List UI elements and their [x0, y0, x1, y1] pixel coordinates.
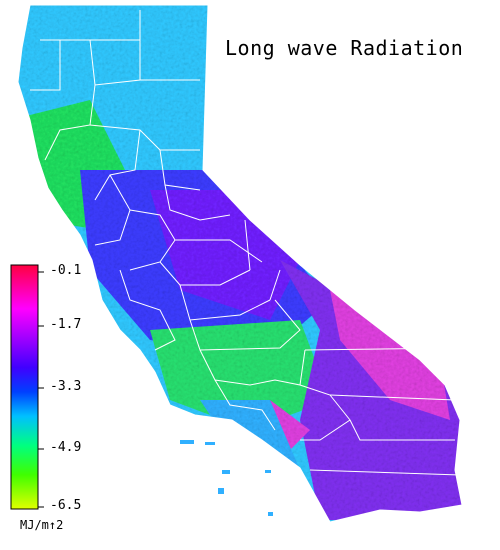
legend-tick-label: -0.1 — [50, 263, 82, 278]
legend-tick-label: -6.5 — [50, 498, 82, 513]
legend-tick-label: -3.3 — [50, 379, 82, 394]
legend-ticks — [38, 271, 44, 508]
legend-unit-label: MJ/m↑2 — [20, 518, 64, 532]
county-boundaries — [17, 4, 463, 523]
legend-tick-label: -1.7 — [50, 317, 82, 332]
legend-color-bar — [10, 264, 39, 510]
legend-tick-label: -4.9 — [50, 440, 82, 455]
map-title: Long wave Radiation — [225, 36, 464, 60]
channel-islands — [180, 440, 273, 516]
